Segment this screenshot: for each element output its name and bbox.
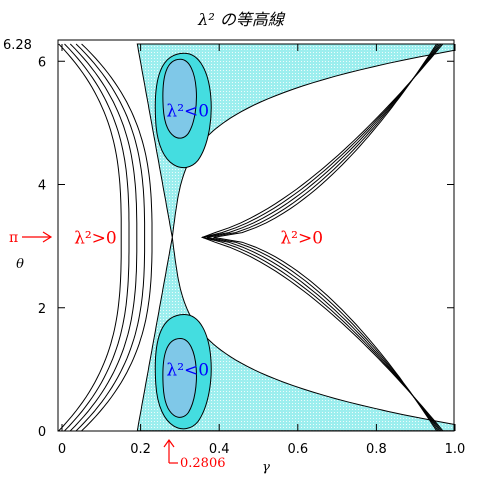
left-contour-line (64, 43, 130, 431)
x-tick-label: 0.4 (209, 442, 230, 457)
y-tick-label: 4 (38, 179, 46, 194)
region-label: λ²<0 (166, 102, 209, 122)
region-label: λ²<0 (166, 360, 209, 380)
y-top-label: 6.28 (3, 38, 32, 53)
gamma-arrow-head (163, 438, 175, 448)
lower-inner-contour (162, 337, 197, 418)
upper-inner-contour (162, 58, 197, 139)
right-contour-line (213, 43, 438, 431)
right-contour-lines (200, 43, 444, 431)
x-tick-label: 1.0 (445, 442, 466, 457)
left-contour-line (81, 43, 153, 431)
region-label: λ²>0 (74, 229, 117, 249)
right-contour-line (200, 43, 444, 431)
x-axis-label: γ (262, 460, 270, 475)
plot-area (58, 43, 454, 431)
y-axis-label: θ (16, 257, 24, 272)
y-tick-label: 6 (38, 55, 46, 70)
x-tick-label: 0 (58, 442, 66, 457)
x-axis-ticks: 0 0.2 0.4 0.6 0.8 1.0 (58, 44, 465, 457)
left-contour-line (58, 43, 122, 431)
chart-title: λ² の等高線 (197, 10, 286, 29)
y-tick-label: 2 (38, 302, 46, 317)
region-labels: λ²>0 λ²>0 λ²<0 λ²<0 (74, 102, 323, 381)
y-tick-label: 0 (38, 425, 46, 440)
x-tick-label: 0.8 (366, 442, 387, 457)
pi-arrow-head (42, 231, 53, 243)
region-label: λ²>0 (280, 229, 323, 249)
gamma-marker: 0.2806 (163, 438, 226, 471)
right-contour-line (206, 43, 439, 431)
left-contour-line (75, 43, 146, 431)
left-contour-line (69, 43, 138, 431)
x-tick-label: 0.6 (287, 442, 308, 457)
gamma-label: 0.2806 (180, 456, 226, 471)
pi-marker: π (9, 230, 53, 246)
x-tick-label: 0.2 (130, 442, 151, 457)
y-axis-ticks: 0 2 4 6 (38, 55, 454, 440)
plot-frame (57, 39, 455, 432)
left-contour-lines (58, 43, 153, 431)
pi-label: π (9, 230, 18, 246)
